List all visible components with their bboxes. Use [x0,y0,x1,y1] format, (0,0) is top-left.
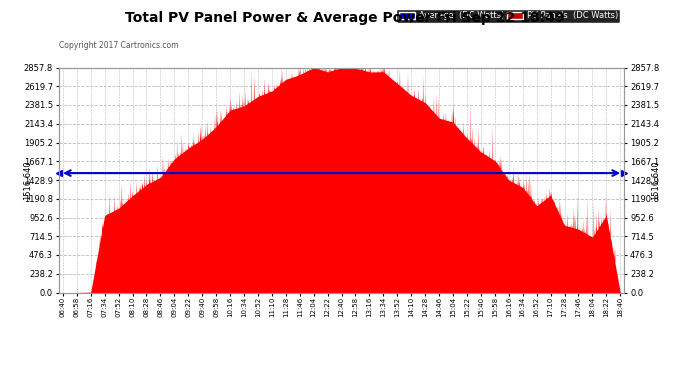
Text: Total PV Panel Power & Average Power Fri Sep 22 18:49: Total PV Panel Power & Average Power Fri… [126,11,564,25]
Text: 1516.640: 1516.640 [23,160,32,200]
Legend: Average  (DC Watts), PV Panels  (DC Watts): Average (DC Watts), PV Panels (DC Watts) [396,9,620,22]
Text: 1516.640: 1516.640 [651,160,660,200]
Text: Copyright 2017 Cartronics.com: Copyright 2017 Cartronics.com [59,41,178,50]
